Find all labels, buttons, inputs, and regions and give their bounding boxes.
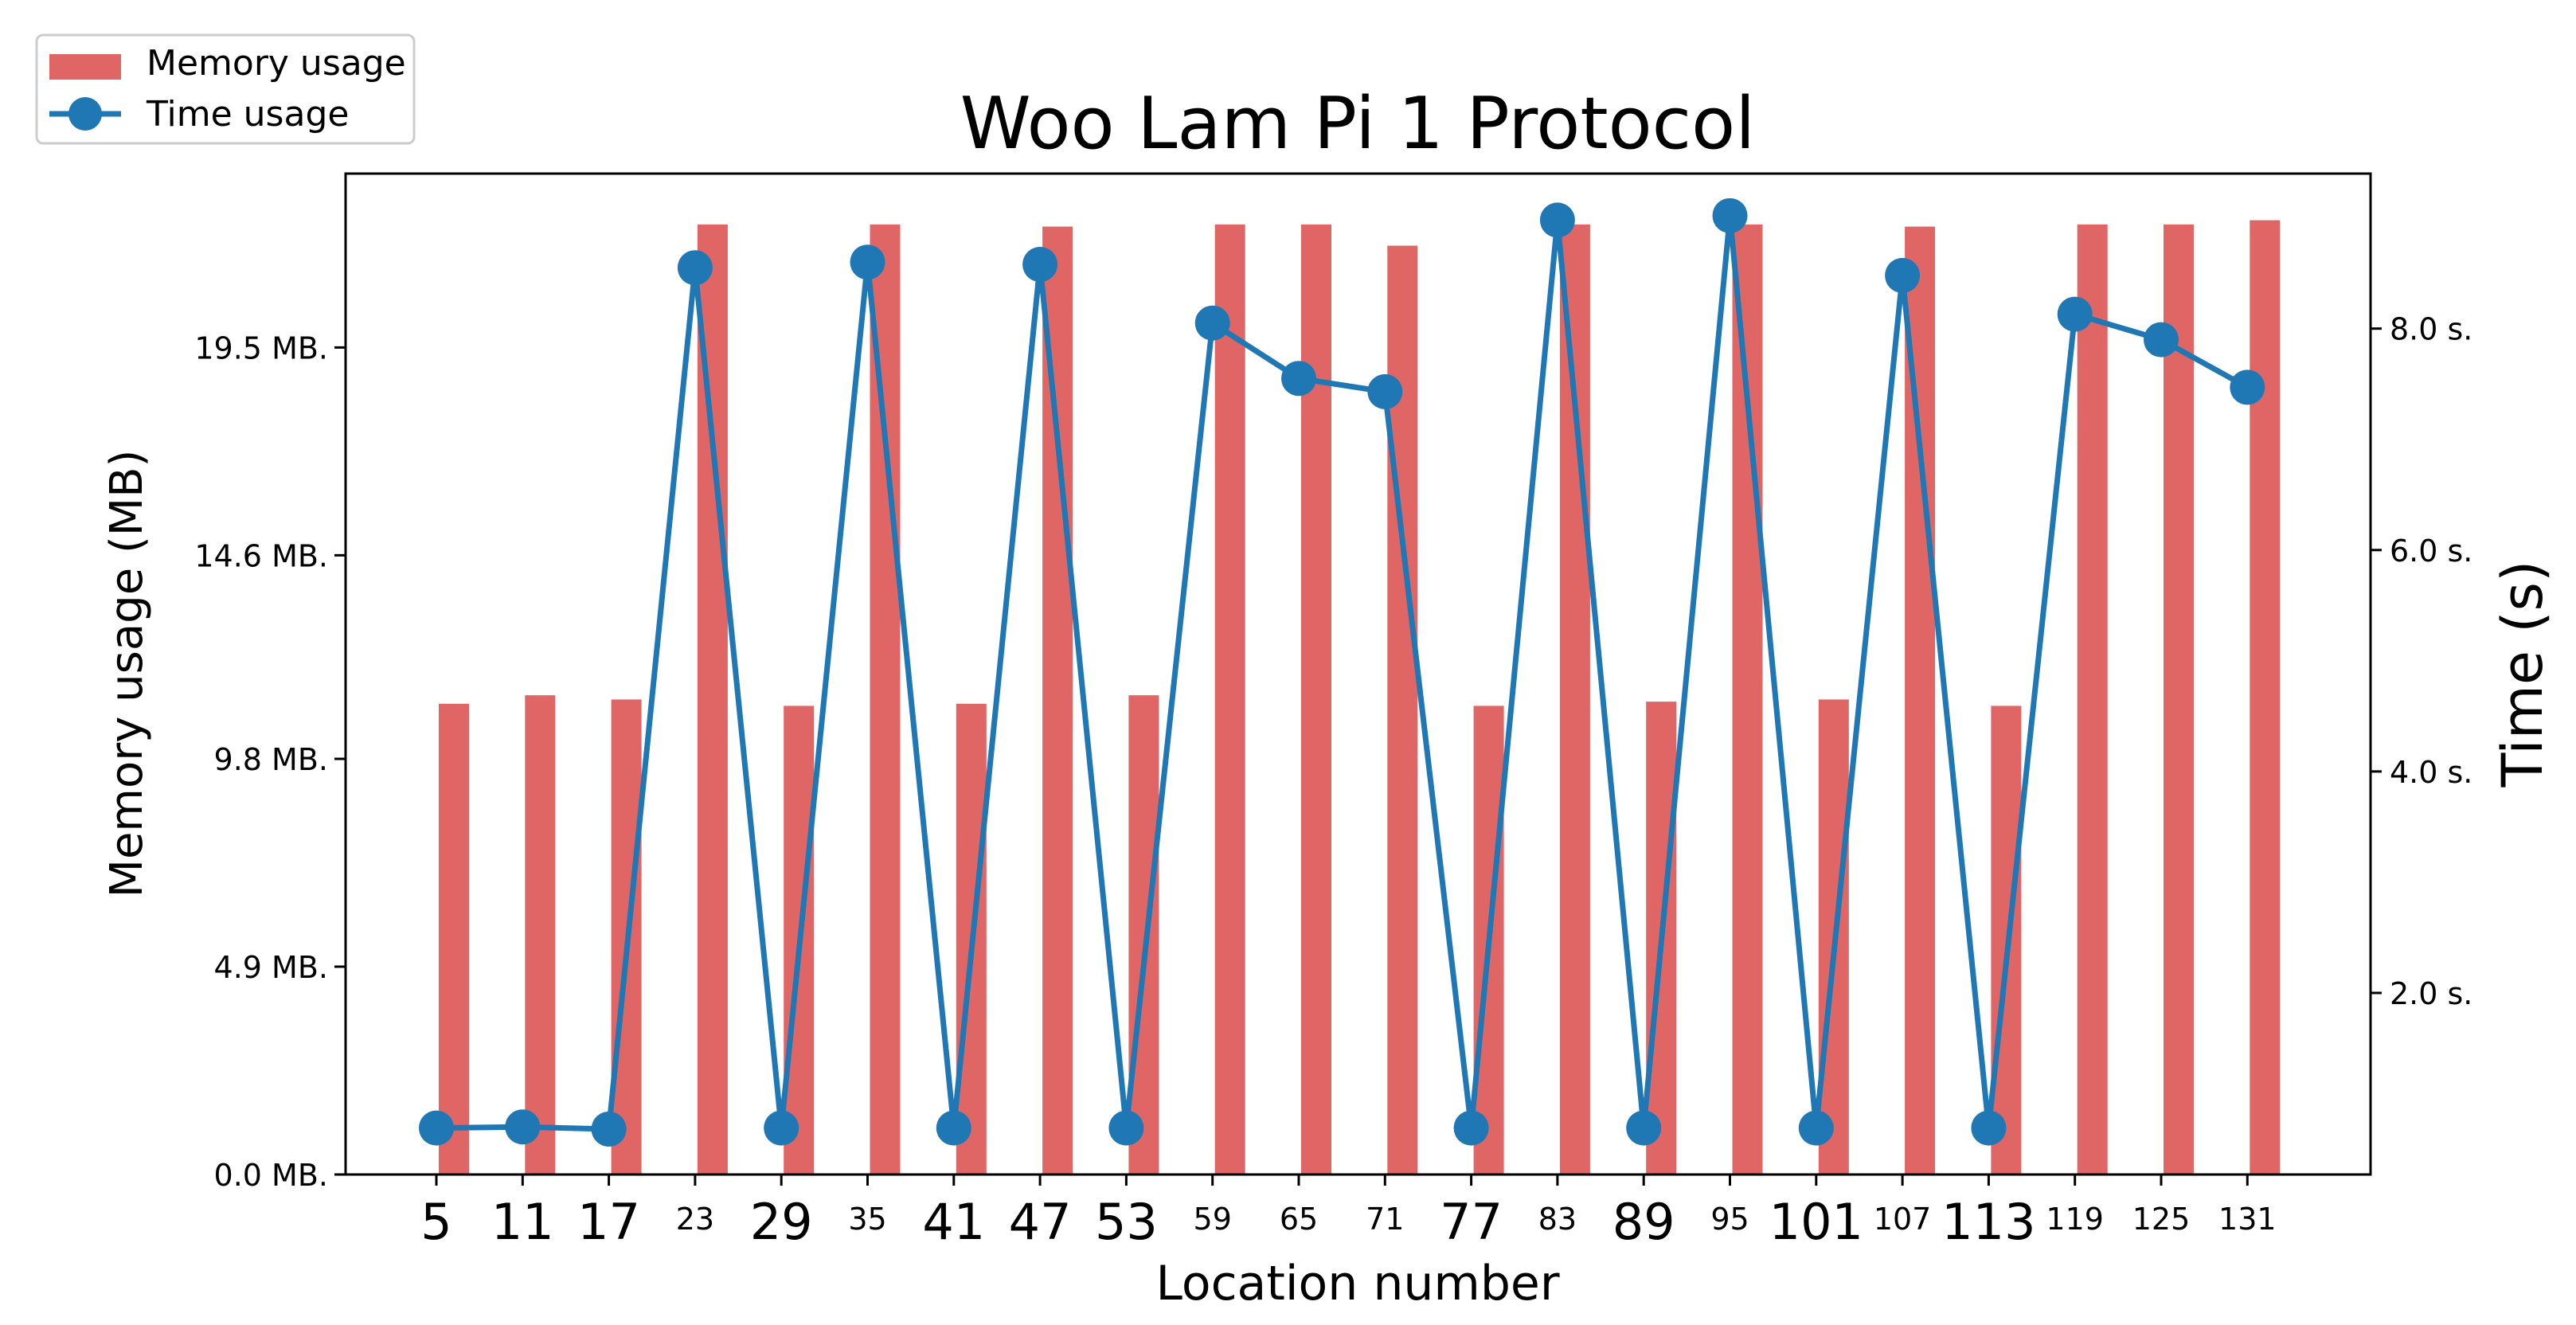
x-tick-label-5: 5 (420, 1193, 451, 1251)
time-point-125 (2144, 322, 2179, 358)
memory-bar-11 (525, 695, 556, 1175)
x-tick-label-47: 47 (1009, 1193, 1072, 1251)
time-usage-line (436, 213, 2249, 1132)
x-tick-label-65: 65 (1280, 1202, 1318, 1237)
memory-bar-53 (1128, 695, 1159, 1175)
x-tick-label-89: 89 (1612, 1193, 1675, 1251)
x-axis: 5 11 17 23 29 35 41 47 53 59 65 71 77 83 89 95 101 107 113… (420, 1175, 2277, 1251)
x-tick-label-53: 53 (1095, 1193, 1158, 1251)
x-tick-label-95: 95 (1710, 1202, 1749, 1237)
time-point-89 (1626, 1110, 1662, 1146)
memory-bar-119 (2077, 224, 2108, 1175)
x-tick-label-125: 125 (2132, 1202, 2191, 1237)
plot-frame (344, 172, 2372, 1176)
left-y-axis-title: Memory usage (MB) (101, 450, 153, 898)
memory-bar-125 (2164, 224, 2194, 1175)
y2-tick-label: 2.0 s. (2390, 976, 2472, 1011)
time-point-41 (936, 1110, 971, 1146)
time-line-series (419, 197, 2265, 1147)
legend-label-time: Time usage (146, 94, 349, 135)
y2-tick-label: 4.0 s. (2390, 755, 2472, 790)
legend: Memory usage Time usage (35, 33, 416, 145)
time-point-119 (2057, 296, 2093, 332)
right-y-axis-title: Time (s) (2490, 561, 2555, 788)
y-tick-label: 0.0 MB. (214, 1158, 328, 1193)
y-tick-label: 4.9 MB. (214, 950, 328, 985)
memory-bar-47 (1042, 226, 1073, 1175)
legend-marker-time (68, 97, 102, 131)
time-point-107 (1885, 257, 1921, 293)
x-tick-label-23: 23 (676, 1202, 714, 1237)
legend-frame (35, 33, 416, 145)
time-point-101 (1798, 1110, 1834, 1146)
memory-bar-83 (1559, 224, 1590, 1175)
time-point-71 (1367, 373, 1403, 409)
left-y-axis: 0.0 MB. 4.9 MB. 9.8 MB. 14.6 MB. 19.5 MB. (194, 330, 346, 1193)
memory-bar-107 (1905, 226, 1936, 1175)
x-tick-label-35: 35 (848, 1202, 886, 1237)
legend-label-memory: Memory usage (147, 43, 406, 84)
y2-tick-label: 8.0 s. (2390, 312, 2472, 347)
memory-bar-59 (1214, 224, 1245, 1175)
memory-bar-5 (439, 703, 469, 1175)
right-y-axis: 2.0 s. 4.0 s. 6.0 s. 8.0 s. (2371, 312, 2472, 1011)
x-tick-label-131: 131 (2218, 1202, 2277, 1237)
x-tick-label-29: 29 (750, 1193, 813, 1251)
x-tick-label-17: 17 (577, 1193, 640, 1251)
time-point-65 (1281, 361, 1316, 397)
y-tick-label: 19.5 MB. (194, 330, 328, 365)
x-tick-label-77: 77 (1440, 1193, 1503, 1251)
x-tick-label-101: 101 (1769, 1193, 1863, 1251)
time-point-95 (1712, 197, 1748, 233)
x-tick-label-71: 71 (1366, 1202, 1404, 1237)
time-point-35 (850, 244, 885, 280)
chart-title: Woo Lam Pi 1 Protocol (960, 82, 1755, 166)
time-point-83 (1539, 202, 1575, 238)
time-point-113 (1971, 1110, 2007, 1146)
time-point-11 (505, 1109, 541, 1145)
x-tick-label-83: 83 (1538, 1202, 1577, 1237)
memory-bar-131 (2250, 220, 2281, 1175)
memory-bar-35 (870, 224, 901, 1175)
x-tick-label-119: 119 (2046, 1202, 2104, 1237)
y-tick-label: 14.6 MB. (194, 538, 328, 573)
x-tick-label-41: 41 (922, 1193, 985, 1251)
y2-tick-label: 6.0 s. (2390, 534, 2472, 569)
time-point-17 (591, 1111, 627, 1147)
x-tick-label-11: 11 (491, 1193, 554, 1251)
x-tick-label-59: 59 (1194, 1202, 1232, 1237)
time-point-47 (1022, 247, 1058, 283)
time-point-5 (419, 1110, 454, 1146)
time-point-23 (677, 250, 713, 286)
x-tick-label-113: 113 (1941, 1193, 2035, 1251)
time-point-53 (1108, 1110, 1144, 1146)
legend-swatch-memory (49, 54, 121, 80)
time-point-77 (1453, 1110, 1489, 1146)
time-point-29 (764, 1110, 799, 1146)
time-point-131 (2230, 369, 2265, 405)
y-tick-label: 9.8 MB. (214, 742, 328, 777)
time-point-59 (1194, 305, 1230, 341)
memory-bar-23 (697, 224, 728, 1175)
memory-bar-95 (1732, 224, 1763, 1175)
x-tick-label-107: 107 (1874, 1202, 1932, 1237)
x-axis-title: Location number (1155, 1256, 1559, 1311)
